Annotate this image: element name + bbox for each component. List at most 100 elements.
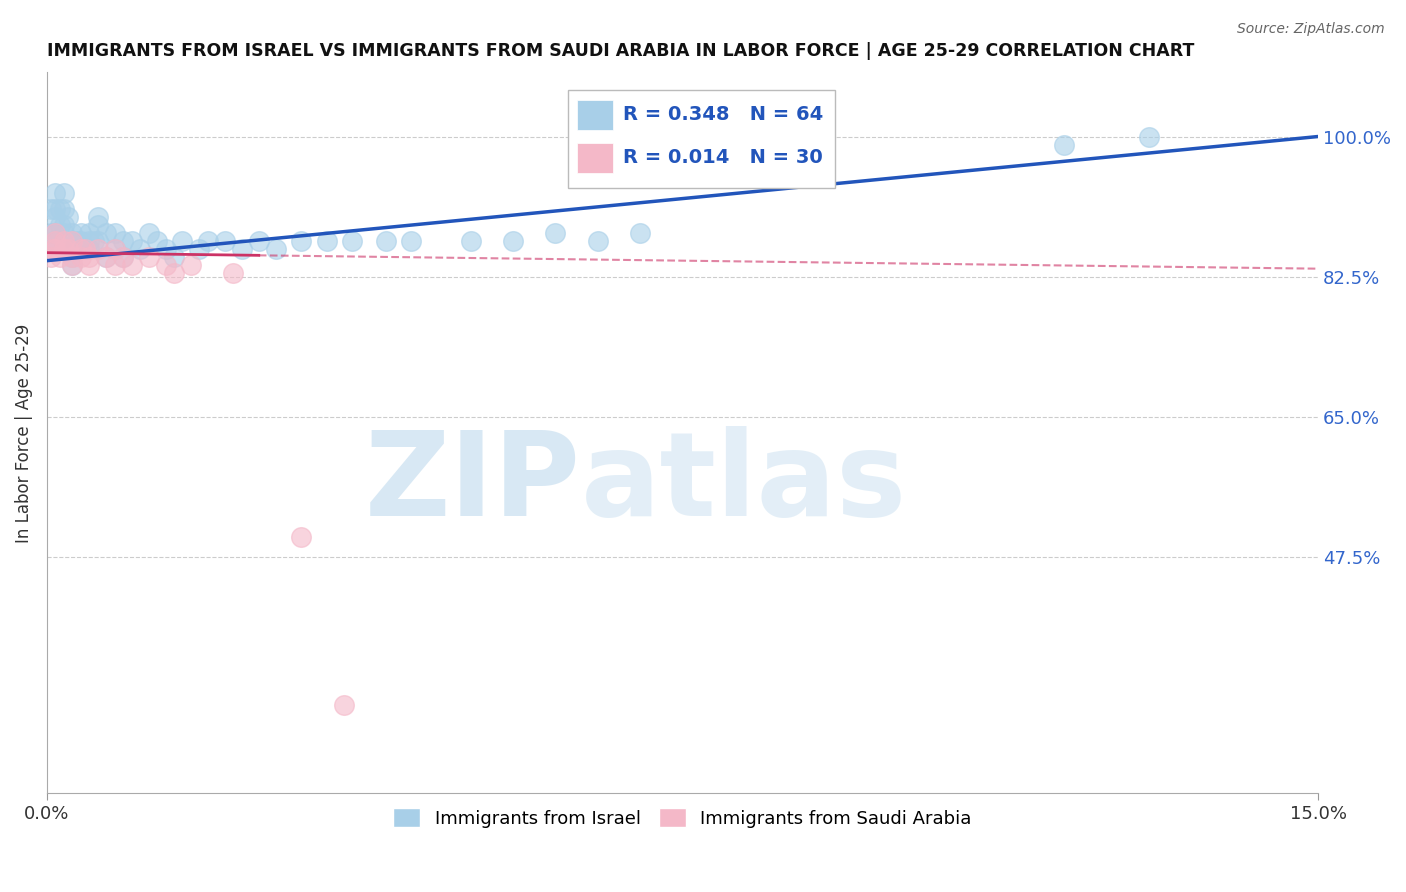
Point [60, 242, 83, 256]
Point [401, 234, 423, 248]
Point [48, 218, 70, 232]
Point [46, 234, 69, 248]
Point [138, 250, 160, 264]
Legend: Immigrants from Israel, Immigrants from Saudi Arabia: Immigrants from Israel, Immigrants from … [387, 801, 979, 835]
Point [44, 210, 66, 224]
Point [104, 242, 127, 256]
Text: ZIP: ZIP [364, 425, 581, 541]
Point [104, 242, 127, 256]
Point [73, 242, 96, 256]
Point [60, 258, 83, 272]
Point [247, 234, 270, 248]
Point [121, 258, 143, 272]
Point [188, 242, 211, 256]
Point [290, 234, 312, 248]
Point [52, 242, 75, 256]
Point [52, 186, 75, 200]
Point [69, 234, 91, 248]
Text: R = 0.014   N = 30: R = 0.014 N = 30 [623, 148, 823, 167]
Point [96, 250, 118, 264]
Point [197, 234, 219, 248]
Point [60, 258, 83, 272]
Point [163, 266, 186, 280]
Text: atlas: atlas [581, 425, 907, 541]
Point [77, 226, 100, 240]
Point [104, 258, 127, 272]
Point [69, 242, 91, 256]
Point [77, 234, 100, 248]
Point [129, 242, 152, 256]
FancyBboxPatch shape [576, 143, 613, 173]
Point [163, 250, 186, 264]
Point [44, 234, 66, 248]
Point [69, 250, 91, 264]
Point [104, 226, 127, 240]
Point [39, 250, 62, 264]
Point [87, 210, 110, 224]
Point [502, 234, 524, 248]
Point [60, 234, 83, 248]
Point [628, 226, 651, 240]
Point [44, 186, 66, 200]
Point [87, 234, 110, 248]
Point [315, 234, 337, 248]
Point [73, 242, 96, 256]
Point [112, 234, 135, 248]
Point [60, 234, 83, 248]
Point [56, 210, 79, 224]
Point [96, 250, 118, 264]
Point [290, 530, 312, 544]
Point [52, 202, 75, 216]
Point [96, 226, 118, 240]
Point [180, 258, 202, 272]
Point [264, 242, 287, 256]
Point [52, 234, 75, 248]
Point [44, 202, 66, 216]
Point [44, 226, 66, 240]
Point [77, 242, 100, 256]
Point [121, 234, 143, 248]
Point [1053, 137, 1076, 152]
Text: IMMIGRANTS FROM ISRAEL VS IMMIGRANTS FROM SAUDI ARABIA IN LABOR FORCE | AGE 25-2: IMMIGRANTS FROM ISRAEL VS IMMIGRANTS FRO… [46, 42, 1194, 60]
Point [56, 242, 79, 256]
Point [87, 242, 110, 256]
Point [231, 242, 253, 256]
Text: Source: ZipAtlas.com: Source: ZipAtlas.com [1237, 22, 1385, 37]
Point [44, 226, 66, 240]
Point [172, 234, 194, 248]
Point [41, 226, 63, 240]
Point [48, 250, 70, 264]
Point [146, 234, 169, 248]
Point [48, 202, 70, 216]
FancyBboxPatch shape [568, 90, 835, 188]
Point [60, 226, 83, 240]
Point [87, 218, 110, 232]
Point [42, 226, 65, 240]
Point [112, 250, 135, 264]
Point [42, 242, 65, 256]
Point [374, 234, 396, 248]
Point [60, 250, 83, 264]
Point [222, 266, 245, 280]
Point [544, 226, 567, 240]
Point [52, 226, 75, 240]
FancyBboxPatch shape [576, 100, 613, 130]
Point [586, 234, 609, 248]
Point [155, 258, 177, 272]
Point [138, 226, 160, 240]
Point [42, 234, 65, 248]
Point [69, 242, 91, 256]
Point [77, 258, 100, 272]
Point [1137, 129, 1160, 144]
Point [112, 250, 135, 264]
Point [155, 242, 177, 256]
Point [39, 202, 62, 216]
Text: R = 0.348   N = 64: R = 0.348 N = 64 [623, 104, 823, 124]
Point [340, 234, 363, 248]
Point [83, 234, 105, 248]
Point [52, 218, 75, 232]
Point [60, 250, 83, 264]
Point [77, 250, 100, 264]
Point [69, 226, 91, 240]
Point [332, 698, 354, 713]
